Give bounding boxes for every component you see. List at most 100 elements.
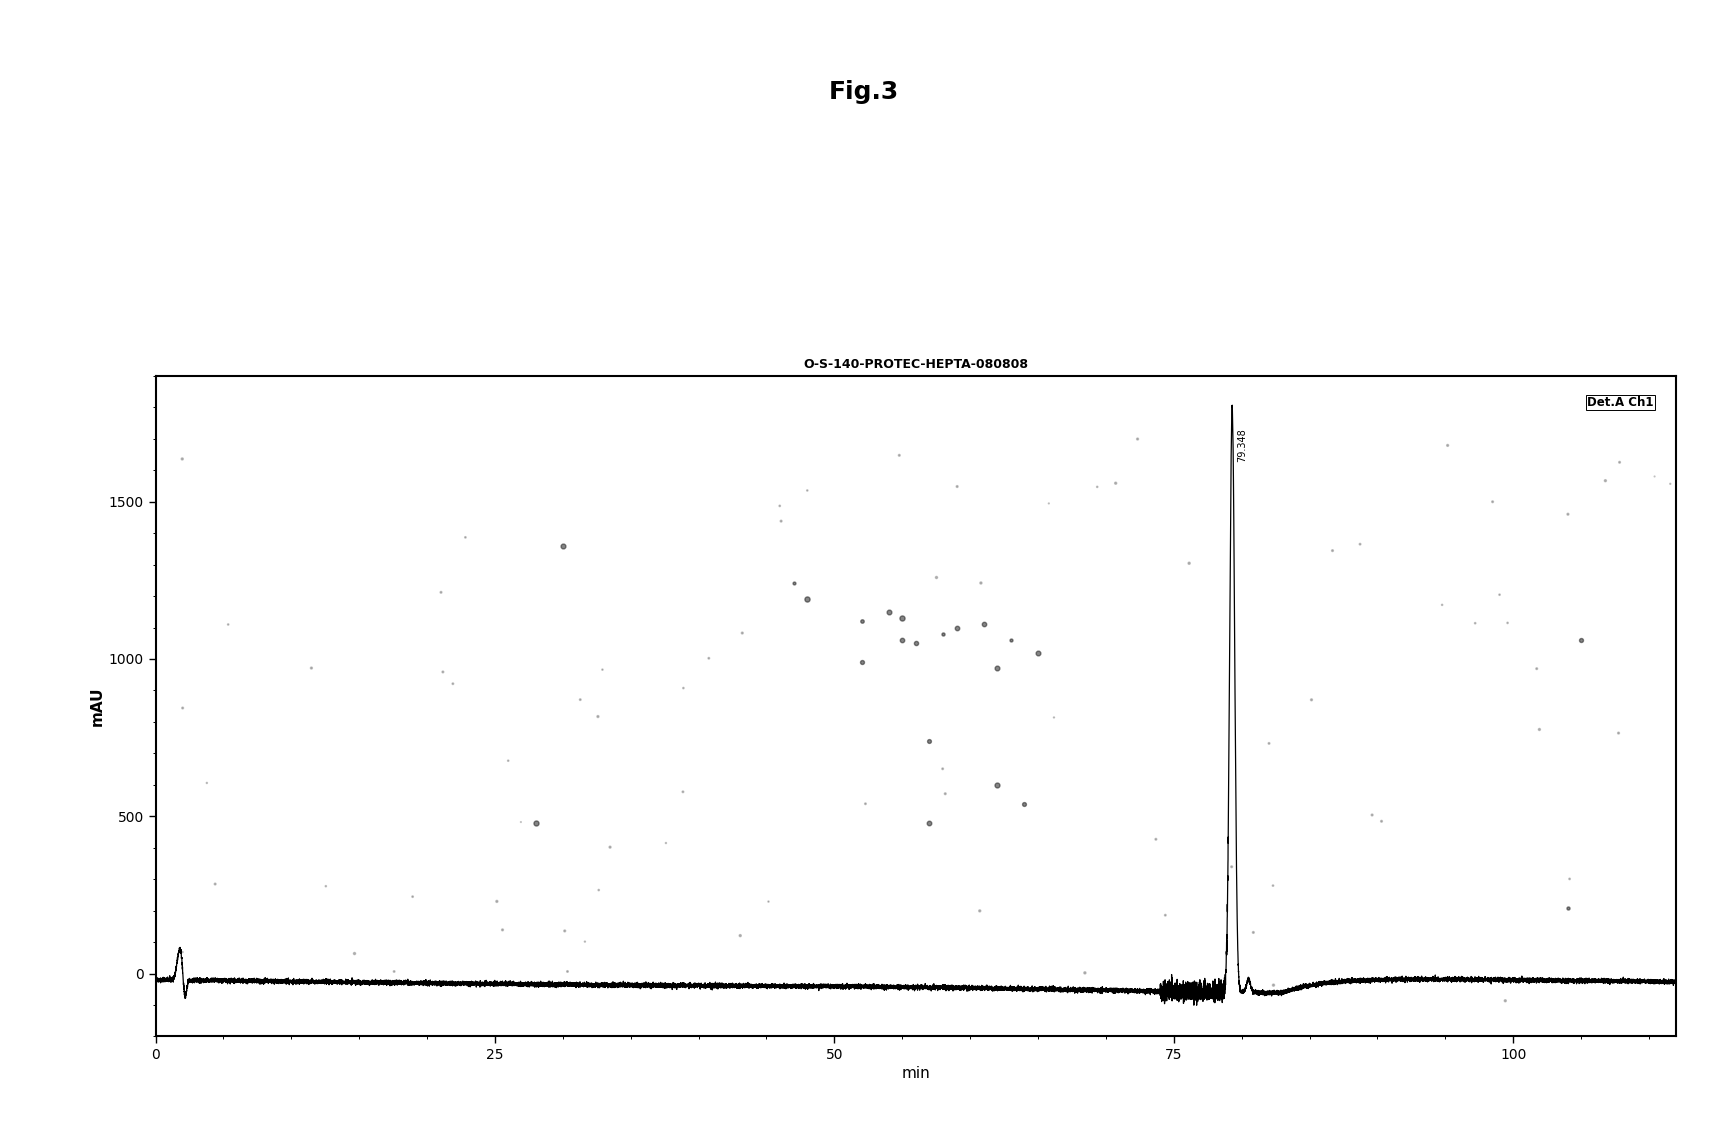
Point — [1522, 659, 1550, 678]
Point — [1025, 644, 1052, 662]
Point — [1526, 720, 1553, 738]
Point — [1642, 467, 1669, 485]
Point — [589, 661, 617, 679]
Point — [983, 776, 1011, 794]
Point — [1040, 708, 1068, 727]
Point — [1151, 906, 1178, 924]
Point — [1260, 877, 1287, 895]
Point — [1591, 472, 1619, 490]
Point — [169, 943, 197, 961]
Point — [1367, 812, 1394, 830]
Point — [570, 933, 598, 951]
Point — [729, 624, 757, 642]
Point — [1346, 535, 1374, 554]
Point — [793, 590, 821, 608]
Point — [1123, 429, 1151, 448]
Point — [695, 649, 722, 667]
Point — [1175, 555, 1203, 573]
Point — [969, 615, 997, 633]
Point — [1298, 690, 1325, 708]
Point — [888, 631, 916, 649]
Point — [852, 795, 880, 813]
Point — [1493, 614, 1521, 632]
Point — [1567, 631, 1595, 649]
Point — [1605, 453, 1633, 472]
Point — [1553, 899, 1581, 917]
Point — [494, 752, 522, 770]
Point — [484, 892, 511, 910]
Point — [439, 674, 467, 693]
Point — [779, 574, 807, 592]
Point — [297, 659, 325, 678]
Point — [1035, 494, 1063, 513]
Point — [522, 813, 550, 831]
Title: O-S-140-PROTEC-HEPTA-080808: O-S-140-PROTEC-HEPTA-080808 — [804, 358, 1028, 370]
Point — [767, 513, 795, 531]
Point — [1142, 830, 1170, 849]
Point — [888, 609, 916, 628]
Point — [214, 615, 242, 633]
Y-axis label: mAU: mAU — [90, 687, 104, 726]
Point — [550, 536, 577, 555]
Point — [1255, 735, 1282, 753]
Point — [451, 528, 479, 547]
Point — [553, 962, 581, 981]
Point — [551, 921, 579, 940]
Text: Det.A Ch1: Det.A Ch1 — [1586, 395, 1654, 409]
Point — [885, 446, 912, 465]
Point — [902, 634, 930, 653]
Point — [1491, 992, 1519, 1010]
Point — [930, 624, 957, 642]
Point — [313, 877, 340, 895]
Point — [1555, 870, 1583, 888]
Point — [651, 834, 679, 852]
Point — [596, 838, 624, 857]
Point — [1218, 858, 1246, 876]
Point — [669, 679, 696, 697]
Point — [874, 603, 902, 621]
Point — [202, 875, 230, 893]
Point — [1486, 585, 1514, 604]
Point — [584, 707, 612, 726]
Point — [1605, 724, 1633, 743]
Point — [169, 699, 197, 718]
X-axis label: min: min — [902, 1066, 930, 1081]
Point — [1011, 795, 1039, 813]
Point — [1657, 475, 1685, 493]
Point — [916, 731, 943, 749]
Point — [848, 653, 876, 671]
Point — [848, 612, 876, 630]
Point — [923, 568, 950, 587]
Point — [340, 944, 368, 962]
Point — [943, 618, 971, 637]
Point — [506, 813, 534, 831]
Point — [755, 893, 783, 911]
Point — [194, 773, 221, 792]
Point — [916, 813, 943, 831]
Point — [968, 574, 995, 592]
Point — [997, 631, 1025, 649]
Text: Fig.3: Fig.3 — [829, 80, 899, 104]
Point — [489, 920, 517, 939]
Point — [766, 497, 793, 515]
Point — [1358, 806, 1386, 825]
Point — [931, 785, 959, 803]
Point — [1083, 477, 1111, 495]
Point — [669, 782, 696, 801]
Point — [567, 690, 594, 708]
Point — [1071, 964, 1099, 982]
Point — [584, 880, 612, 899]
Point — [399, 887, 427, 906]
Point — [966, 902, 994, 920]
Point — [1462, 614, 1490, 632]
Point — [168, 450, 195, 468]
Point — [1260, 976, 1287, 994]
Point — [427, 583, 454, 601]
Point — [1479, 493, 1507, 511]
Text: 79.348: 79.348 — [1237, 428, 1248, 462]
Point — [726, 926, 753, 944]
Point — [429, 663, 456, 681]
Point — [943, 477, 971, 495]
Point — [1102, 474, 1130, 492]
Point — [1318, 541, 1346, 559]
